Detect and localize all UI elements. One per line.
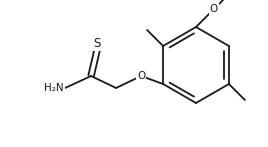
Text: H₂N: H₂N xyxy=(44,83,64,93)
Text: O: O xyxy=(137,71,145,81)
Text: O: O xyxy=(210,4,218,14)
Text: S: S xyxy=(94,36,101,50)
